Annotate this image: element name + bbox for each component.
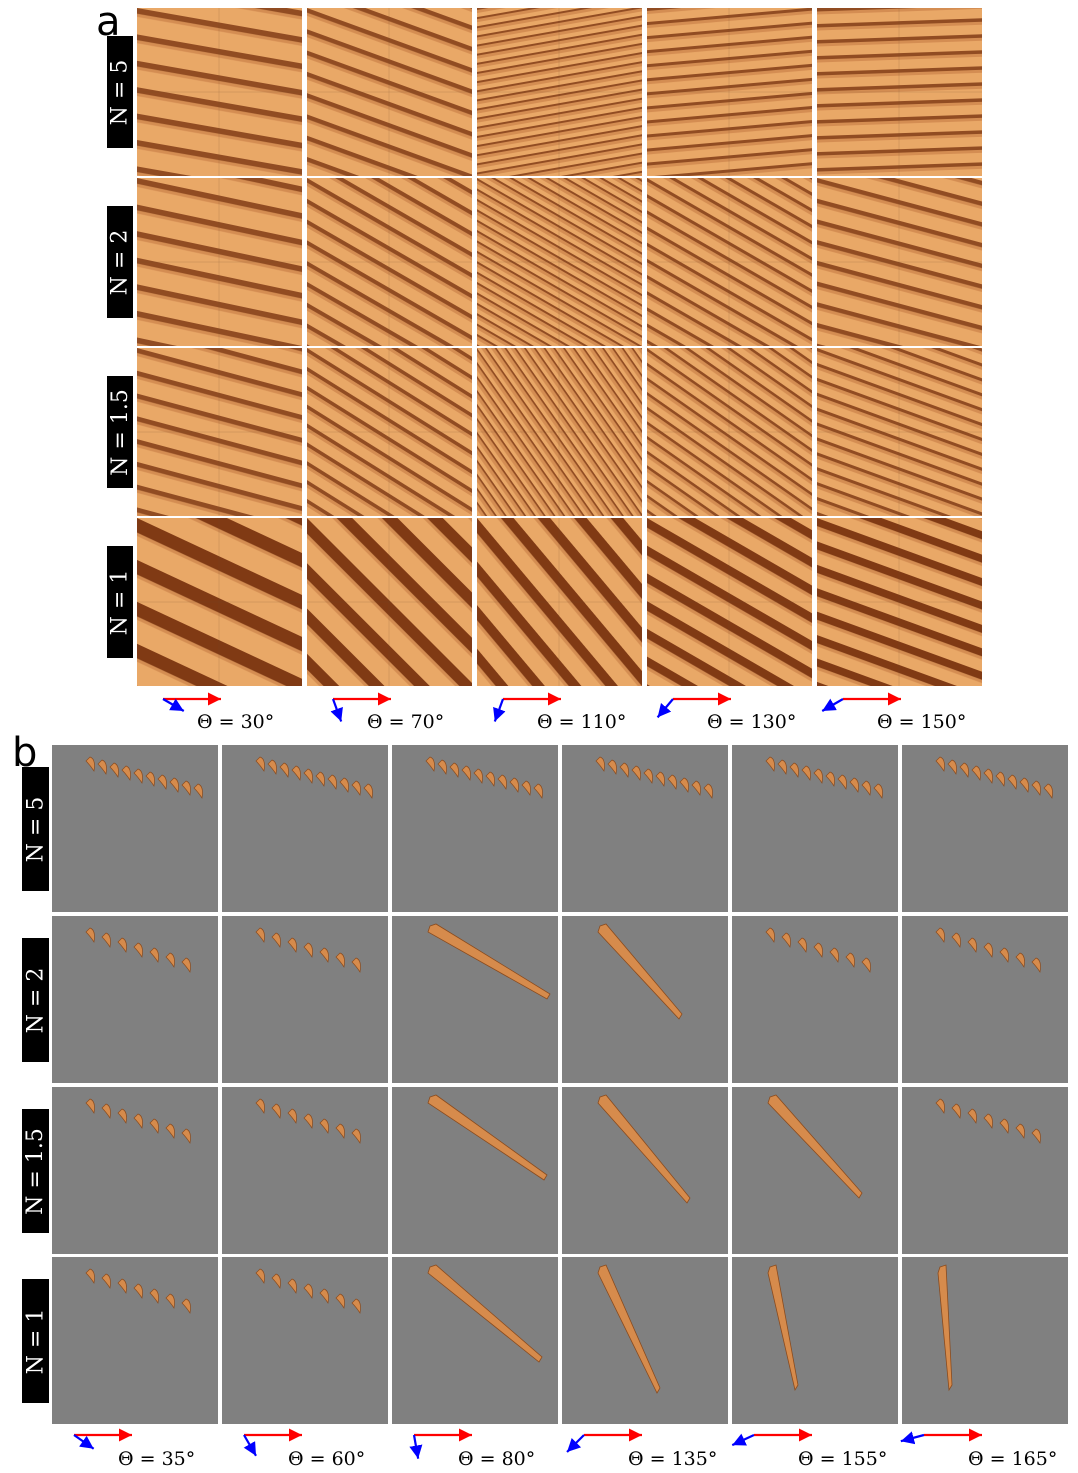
row-label-text: N = 2 bbox=[23, 967, 49, 1033]
panel-a-dune-field-tile bbox=[817, 178, 982, 346]
panel-b-bedrock-tile bbox=[392, 916, 558, 1083]
wind-arrows-icon bbox=[243, 1428, 302, 1457]
theta-label: Θ = 150° bbox=[877, 711, 967, 733]
panel-b-row-label-3: N = 1 bbox=[22, 1279, 49, 1403]
panel-a-dune-field-tile bbox=[817, 348, 982, 516]
panel-b-bedrock-tile bbox=[732, 1257, 898, 1424]
panel-b-row-label-1: N = 2 bbox=[22, 938, 49, 1062]
panel-a-dune-field-tile bbox=[817, 518, 982, 686]
panel-b-bedrock-tile bbox=[52, 1257, 218, 1424]
panel-b-bedrock-tile bbox=[392, 745, 558, 912]
secondary-wind-arrow bbox=[162, 698, 185, 712]
theta-label: Θ = 155° bbox=[798, 1448, 888, 1470]
panel-b-bedrock-tile bbox=[52, 916, 218, 1083]
secondary-wind-arrow bbox=[409, 1434, 423, 1459]
panel-a-row-label-3: N = 1 bbox=[107, 546, 133, 658]
panel-a-dune-field-tile bbox=[137, 348, 302, 516]
panel-b-bedrock-tile bbox=[222, 916, 388, 1083]
panel-a-dune-field-tile bbox=[817, 8, 982, 176]
theta-label: Θ = 130° bbox=[707, 711, 797, 733]
wind-arrows-icon bbox=[821, 692, 901, 712]
panel-a-dune-field-tile bbox=[647, 348, 812, 516]
panel-a-letter: a bbox=[96, 0, 121, 45]
panel-b-bedrock-tile bbox=[732, 745, 898, 912]
panel-b-letter: b bbox=[12, 730, 38, 776]
secondary-wind-arrow bbox=[900, 1431, 925, 1445]
panel-b-bedrock-tile bbox=[732, 1087, 898, 1254]
panel-b-bedrock-tile bbox=[902, 745, 1068, 912]
wind-arrows-icon bbox=[900, 1428, 982, 1445]
panel-a-dune-field-tile bbox=[307, 178, 472, 346]
row-label-text: N = 2 bbox=[107, 229, 133, 295]
secondary-wind-arrow bbox=[330, 698, 343, 722]
theta-label: Θ = 80° bbox=[458, 1448, 536, 1470]
wind-arrows-icon bbox=[409, 1428, 472, 1459]
panel-b-bedrock-tile bbox=[222, 745, 388, 912]
panel-b-bedrock-tile bbox=[562, 1257, 728, 1424]
secondary-wind-arrow bbox=[731, 1433, 755, 1447]
wind-arrows-icon bbox=[493, 692, 561, 722]
secondary-wind-arrow bbox=[243, 1434, 257, 1457]
panel-a-dune-field-tile bbox=[477, 348, 642, 516]
panel-a-dune-field-tile bbox=[307, 348, 472, 516]
panel-b-row-label-2: N = 1.5 bbox=[22, 1109, 49, 1233]
panel-b-bedrock-tile bbox=[902, 1087, 1068, 1254]
panel-a-dune-field-tile bbox=[647, 8, 812, 176]
panel-b-bedrock-tile bbox=[222, 1257, 388, 1424]
panel-b-bedrock-tile bbox=[52, 745, 218, 912]
panel-b-bedrock-tile bbox=[562, 916, 728, 1083]
row-label-text: N = 5 bbox=[107, 59, 133, 125]
secondary-wind-arrow bbox=[493, 698, 506, 722]
panel-a-dune-field-tile bbox=[137, 518, 302, 686]
panel-b-bedrock-tile bbox=[52, 1087, 218, 1254]
panel-b-bedrock-tile bbox=[392, 1257, 558, 1424]
panel-a-dune-field-tile bbox=[307, 518, 472, 686]
secondary-wind-arrow bbox=[73, 1434, 95, 1450]
panel-b-row-label-0: N = 5 bbox=[22, 767, 49, 891]
secondary-wind-arrow bbox=[821, 698, 844, 712]
panel-a-row-label-2: N = 1.5 bbox=[107, 376, 133, 488]
panel-b-bedrock-tile bbox=[562, 745, 728, 912]
row-label-text: N = 1.5 bbox=[107, 388, 133, 476]
row-label-text: N = 1 bbox=[107, 569, 133, 635]
theta-label: Θ = 60° bbox=[288, 1448, 366, 1470]
panel-b-bedrock-tile bbox=[222, 1087, 388, 1254]
wind-arrows-icon bbox=[566, 1428, 642, 1453]
theta-label: Θ = 110° bbox=[537, 711, 627, 733]
panel-a-row-label-0: N = 5 bbox=[107, 36, 133, 148]
wind-arrows-icon bbox=[656, 692, 731, 719]
panel-b-bedrock-tile bbox=[902, 1257, 1068, 1424]
theta-label: Θ = 30° bbox=[197, 711, 275, 733]
panel-a-dune-field-tile bbox=[647, 178, 812, 346]
panel-b-bedrock-tile bbox=[902, 916, 1068, 1083]
panel-a-dune-field-tile bbox=[477, 178, 642, 346]
panel-a-dune-field-tile bbox=[477, 8, 642, 176]
panel-b-bedrock-tile bbox=[392, 1087, 558, 1254]
panel-a-dune-field-tile bbox=[647, 518, 812, 686]
theta-label: Θ = 165° bbox=[968, 1448, 1058, 1470]
panel-a-row-label-1: N = 2 bbox=[107, 206, 133, 318]
wind-arrows-icon bbox=[330, 692, 391, 722]
secondary-wind-arrow bbox=[656, 698, 674, 719]
panel-a-dune-field-tile bbox=[477, 518, 642, 686]
wind-arrows-icon bbox=[162, 692, 221, 712]
panel-a-dune-field-tile bbox=[137, 178, 302, 346]
theta-label: Θ = 70° bbox=[367, 711, 445, 733]
panel-a-dune-field-tile bbox=[137, 8, 302, 176]
theta-label: Θ = 135° bbox=[628, 1448, 718, 1470]
panel-b-bedrock-tile bbox=[562, 1087, 728, 1254]
panel-b-bedrock-tile bbox=[732, 916, 898, 1083]
row-label-text: N = 1.5 bbox=[23, 1127, 49, 1215]
row-label-text: N = 1 bbox=[23, 1308, 49, 1374]
row-label-text: N = 5 bbox=[23, 796, 49, 862]
theta-label: Θ = 35° bbox=[118, 1448, 196, 1470]
secondary-wind-arrow bbox=[566, 1434, 585, 1453]
wind-arrows-icon bbox=[731, 1428, 812, 1447]
panel-a-dune-field-tile bbox=[307, 8, 472, 176]
wind-arrows-icon bbox=[73, 1428, 132, 1450]
